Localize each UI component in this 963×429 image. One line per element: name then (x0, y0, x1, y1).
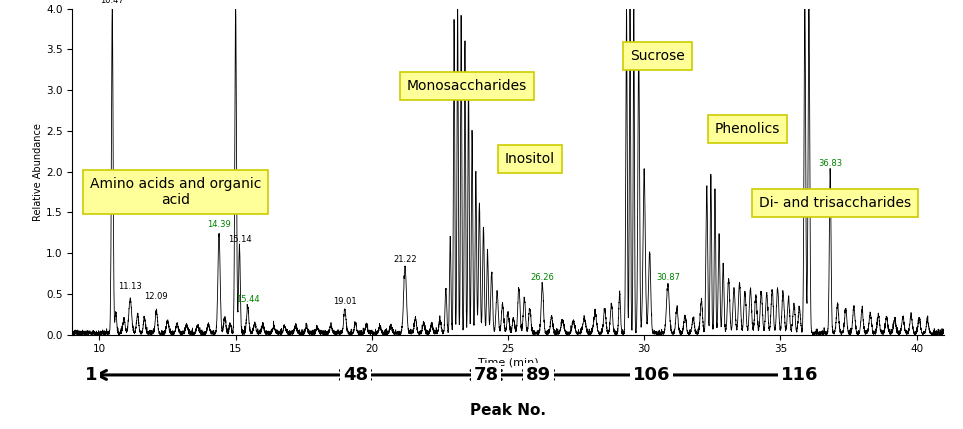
Text: 26.26: 26.26 (531, 273, 555, 281)
Text: 106: 106 (633, 366, 670, 384)
Text: 15.44: 15.44 (236, 295, 259, 304)
Text: 11.13: 11.13 (118, 282, 143, 291)
Text: Inositol: Inositol (505, 152, 555, 166)
Text: 30.87: 30.87 (656, 273, 680, 281)
Y-axis label: Relative Abundance: Relative Abundance (33, 123, 43, 221)
Text: 116: 116 (781, 366, 819, 384)
Text: Sucrose: Sucrose (631, 49, 685, 63)
X-axis label: Time (min): Time (min) (478, 357, 538, 367)
Text: 1: 1 (85, 366, 97, 384)
Text: Monosaccharides: Monosaccharides (407, 79, 528, 93)
Text: 14.39: 14.39 (207, 221, 231, 230)
Text: Peak No.: Peak No. (470, 404, 546, 418)
Text: 21.22: 21.22 (393, 255, 417, 264)
Text: Phenolics: Phenolics (715, 122, 780, 136)
Text: 36.83: 36.83 (819, 159, 843, 167)
Text: 19.01: 19.01 (333, 297, 356, 306)
Text: 48: 48 (343, 366, 368, 384)
Text: 89: 89 (526, 366, 551, 384)
Text: Di- and trisaccharides: Di- and trisaccharides (759, 196, 911, 210)
Text: 12.09: 12.09 (144, 292, 169, 301)
Text: Amino acids and organic
acid: Amino acids and organic acid (90, 177, 261, 207)
Text: 15.14: 15.14 (227, 235, 251, 244)
Text: 78: 78 (474, 366, 499, 384)
Text: 10.47: 10.47 (100, 0, 124, 5)
